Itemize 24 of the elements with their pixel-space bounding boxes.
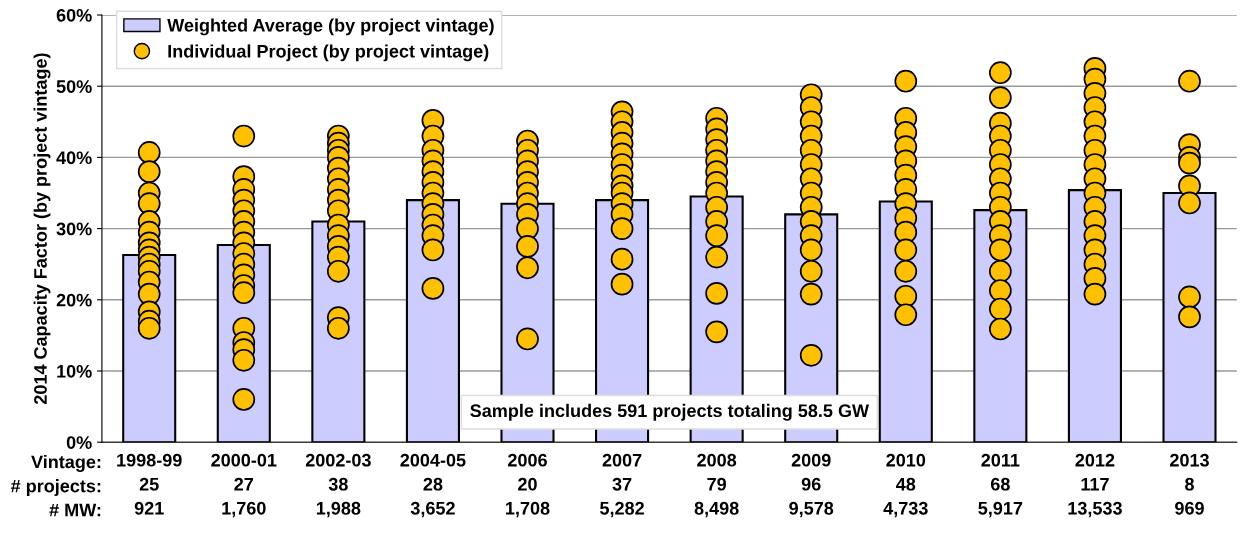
x-tick-label: 2000-01 27 1,760 [211,453,277,518]
x-tick-label: 2006 20 1,708 [506,453,550,518]
y-tick-label: 20% [56,293,92,307]
y-tick-label: 30% [56,222,92,236]
x-tick-label: 2012 117 13,533 [1068,453,1122,518]
x-tick-label: 2011 68 5,917 [978,453,1023,518]
annotation: Sample includes 591 projects totaling 58.5 GW [470,403,870,421]
x-tick-label: 2009 96 9,578 [789,453,834,518]
x-tick-label: 2008 79 8,498 [694,453,739,518]
y-axis-title: 2014 Capacity Factor (by project vintage) [33,53,51,405]
y-tick-label: 40% [56,151,92,165]
x-tick-label: 2002-03 38 1,988 [305,453,371,518]
y-tick-label: 60% [56,8,92,22]
legend-label: Individual Project (by project vintage) [168,44,489,62]
x-tick-label: 2004-05 28 3,652 [400,453,466,518]
text: Vintage: # projects: # MW: [10,455,101,517]
x-tick-label: 2007 37 5,282 [600,453,644,518]
legend-label: Weighted Average (by project vintage) [167,18,494,36]
x-tick-label: 1998-99 25 921 [117,453,182,515]
x-tick-label: 2010 48 4,733 [883,453,928,518]
y-tick-label: 50% [56,80,92,93]
y-tick-label: 0% [66,436,92,449]
x-tick-label: 2013 8 969 [1170,453,1209,515]
y-tick-label: 10% [57,364,92,378]
